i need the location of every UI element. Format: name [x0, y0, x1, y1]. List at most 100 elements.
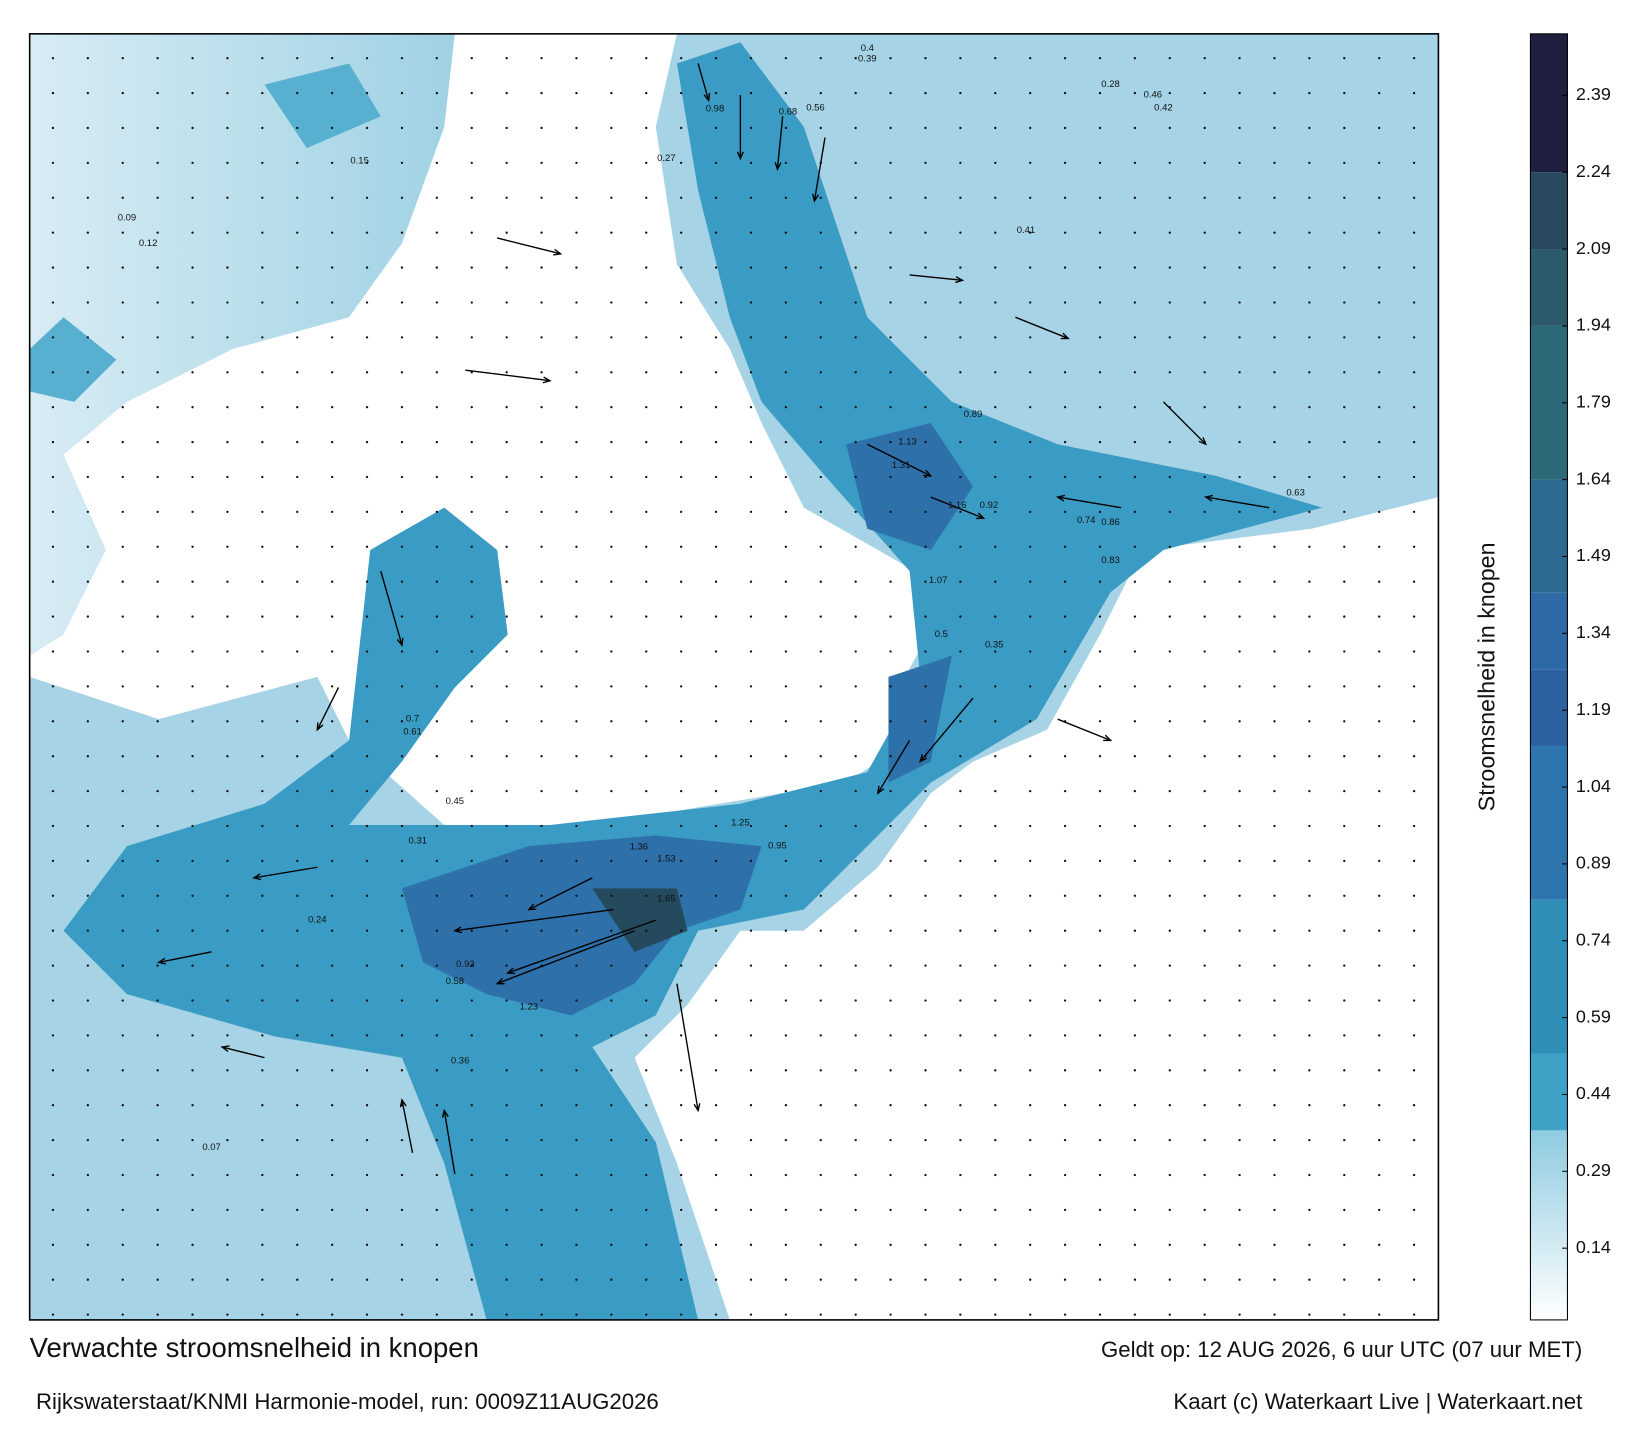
grid-dot: [191, 1034, 194, 1037]
grid-dot: [959, 1208, 962, 1212]
grid-dot: [540, 1208, 543, 1212]
grid-dot: [1343, 859, 1346, 863]
grid-dot: [435, 1034, 439, 1037]
grid-dot: [994, 336, 997, 339]
grid-dot: [261, 824, 264, 828]
grid-dot: [1308, 1104, 1311, 1107]
grid-dot: [540, 789, 543, 793]
grid-dot: [1308, 1278, 1311, 1281]
grid-dot: [889, 440, 892, 444]
grid-dot: [959, 336, 962, 339]
grid-dot: [1063, 964, 1067, 967]
arrow-shaft: [909, 274, 963, 281]
grid-dot: [645, 1173, 648, 1177]
grid-dot: [365, 266, 369, 269]
grid-dot: [1029, 720, 1032, 723]
grid-dot: [1168, 1173, 1171, 1177]
grid-dot: [959, 1034, 962, 1037]
grid-dot: [645, 440, 648, 444]
grid-dot: [680, 126, 683, 130]
grid-dot: [749, 859, 753, 863]
grid-dot: [680, 1278, 683, 1281]
speed-label: 0.36: [451, 1055, 470, 1066]
grid-dot: [924, 126, 927, 130]
grid-dot: [1378, 1104, 1381, 1107]
grid-dot: [191, 161, 194, 165]
grid-dot: [505, 1173, 508, 1177]
grid-dot: [749, 1313, 753, 1316]
grid-dot: [121, 545, 124, 548]
grid-dot: [994, 161, 997, 165]
grid-dot: [121, 161, 124, 165]
grid-dot: [1412, 231, 1416, 234]
grid-dot: [1098, 1173, 1102, 1177]
grid-dot: [1063, 650, 1067, 653]
grid-dot: [51, 929, 55, 932]
grid-dot: [121, 475, 124, 479]
grid-dot: [1029, 510, 1032, 514]
grid-dot: [1378, 824, 1381, 828]
grid-dot: [784, 1208, 788, 1212]
grid-dot: [156, 999, 159, 1002]
grid-dot: [575, 1243, 578, 1246]
grid-dot: [714, 1173, 718, 1177]
grid-dot: [784, 650, 788, 653]
grid-dot: [540, 859, 543, 863]
grid-dot: [121, 406, 124, 409]
grid-dot: [505, 1243, 508, 1246]
grid-dot: [1308, 964, 1311, 967]
grid-dot: [889, 57, 892, 60]
grid-dot: [1238, 824, 1241, 828]
grid-dot: [1168, 336, 1171, 339]
arrow-shaft: [528, 877, 593, 911]
grid-dot: [1098, 755, 1102, 758]
grid-dot: [784, 1069, 788, 1072]
grid-dot: [51, 859, 55, 863]
grid-dot: [1063, 406, 1067, 409]
grid-dot: [749, 824, 753, 828]
grid-dot: [784, 1138, 788, 1142]
grid-dot: [1378, 371, 1381, 374]
grid-dot: [575, 91, 578, 95]
grid-dot: [924, 1138, 927, 1142]
grid-dot: [889, 231, 892, 234]
grid-dot: [994, 580, 997, 583]
colorbar-frame: [1529, 33, 1568, 1321]
grid-dot: [889, 545, 892, 548]
grid-dot: [784, 755, 788, 758]
grid-dot: [1378, 126, 1381, 130]
grid-dot: [1273, 859, 1276, 863]
grid-dot: [1412, 371, 1416, 374]
grid-dot: [1273, 336, 1276, 339]
grid-dot: [435, 1069, 439, 1072]
grid-dot: [156, 1243, 159, 1246]
grid-dot: [959, 406, 962, 409]
grid-dot: [261, 161, 264, 165]
grid-dot: [540, 1173, 543, 1177]
grid-dot: [226, 301, 229, 304]
grid-dot: [296, 1138, 299, 1142]
grid-dot: [1203, 615, 1206, 618]
grid-dot: [1133, 231, 1137, 234]
grid-dot: [1029, 580, 1032, 583]
grid-dot: [1029, 126, 1032, 130]
grid-dot: [86, 999, 90, 1002]
grid-dot: [505, 406, 508, 409]
grid-dot: [156, 231, 159, 234]
grid-dot: [1412, 1034, 1416, 1037]
grid-dot: [1098, 1034, 1102, 1037]
grid-dot: [1378, 266, 1381, 269]
grid-dot: [505, 510, 508, 514]
grid-dot: [121, 301, 124, 304]
colorbar-tick-label: 0.89: [1576, 853, 1611, 873]
grid-dot: [854, 440, 857, 444]
grid-dot: [819, 126, 822, 130]
grid-dot: [959, 126, 962, 130]
grid-dot: [575, 406, 578, 409]
grid-dot: [400, 615, 404, 618]
grid-dot: [51, 231, 55, 234]
grid-dot: [156, 1208, 159, 1212]
grid-dot: [610, 755, 613, 758]
grid-dot: [994, 371, 997, 374]
grid-dot: [714, 685, 718, 688]
